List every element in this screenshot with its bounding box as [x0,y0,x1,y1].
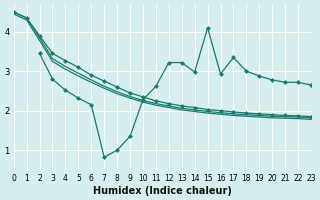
X-axis label: Humidex (Indice chaleur): Humidex (Indice chaleur) [93,186,232,196]
